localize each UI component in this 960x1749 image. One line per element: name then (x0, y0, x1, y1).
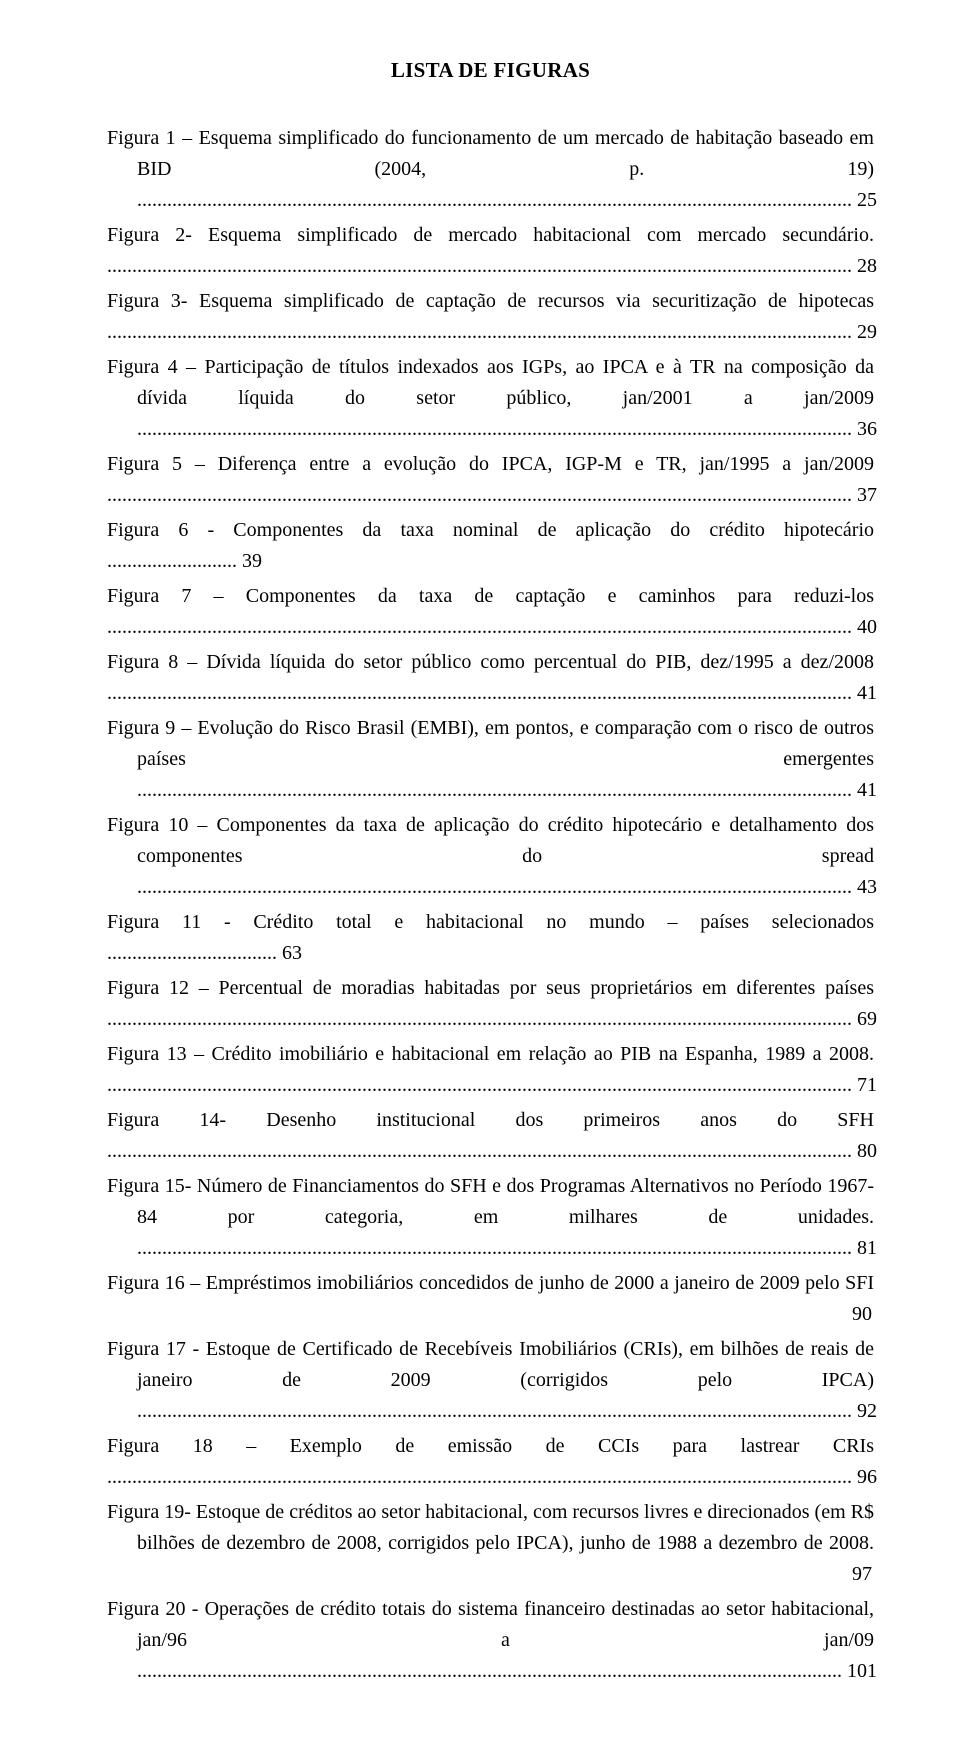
toc-entry-text: Figura 17 - Estoque de Certificado de Re… (107, 1338, 874, 1391)
toc-entry-leader: ........................................… (137, 1660, 877, 1682)
toc-entry-leader: ........................................… (107, 1466, 877, 1488)
toc-entry-text: Figura 13 – Crédito imobiliário e habita… (107, 1043, 874, 1065)
toc-entry-leader: ........................................… (107, 484, 877, 506)
toc-entry-page: 36 (857, 418, 877, 440)
toc-entry-leader: ........................................… (137, 418, 877, 440)
toc-entry-text: Figura 2- Esquema simplificado de mercad… (107, 224, 874, 246)
toc-entry-page: 39 (242, 550, 262, 572)
toc-entry-page: 90 (852, 1303, 872, 1325)
toc-entry-leader: ........................................… (137, 779, 877, 801)
toc-entry-page: 41 (857, 779, 877, 801)
toc-entry-text: Figura 1 – Esquema simplificado do funci… (107, 127, 874, 180)
toc-entry: Figura 17 - Estoque de Certificado de Re… (107, 1334, 874, 1427)
document-page: LISTA DE FIGURAS Figura 1 – Esquema simp… (0, 0, 960, 1749)
toc-entry-leader: ........................................… (107, 321, 877, 343)
toc-entry-leader: ........................................… (137, 876, 877, 898)
toc-entry-leader: ........................................… (107, 1140, 877, 1162)
toc-entry: Figura 11 - Crédito total e habitacional… (107, 907, 874, 969)
toc-entry-page: 92 (857, 1400, 877, 1422)
toc-entry-text: Figura 20 - Operações de crédito totais … (107, 1598, 874, 1651)
toc-entry-page: 80 (857, 1140, 877, 1162)
toc-entry-text: Figura 4 – Participação de títulos index… (107, 356, 874, 409)
toc-entry: Figura 9 – Evolução do Risco Brasil (EMB… (107, 713, 874, 806)
toc-entry-page: 96 (857, 1466, 877, 1488)
toc-entry: Figura 7 – Componentes da taxa de captaç… (107, 581, 874, 643)
toc-entry: Figura 16 – Empréstimos imobiliários con… (107, 1268, 874, 1330)
toc-entry-text: Figura 19- Estoque de créditos ao setor … (107, 1501, 874, 1554)
toc-entries-container: Figura 1 – Esquema simplificado do funci… (107, 123, 874, 1687)
toc-entry-leader: 90 (107, 1303, 872, 1325)
toc-entry: Figura 14- Desenho institucional dos pri… (107, 1105, 874, 1167)
toc-entry-text: Figura 9 – Evolução do Risco Brasil (EMB… (107, 717, 874, 770)
toc-entry-text: Figura 10 – Componentes da taxa de aplic… (107, 814, 874, 867)
toc-entry-page: 41 (857, 682, 877, 704)
toc-entry-page: 81 (857, 1237, 877, 1259)
toc-entry: Figura 18 – Exemplo de emissão de CCIs p… (107, 1431, 874, 1493)
toc-entry: Figura 15- Número de Financiamentos do S… (107, 1171, 874, 1264)
toc-entry: Figura 19- Estoque de créditos ao setor … (107, 1497, 874, 1590)
toc-entry-text: Figura 8 – Dívida líquida do setor públi… (107, 651, 874, 673)
toc-entry: Figura 3- Esquema simplificado de captaç… (107, 286, 874, 348)
toc-entry: Figura 4 – Participação de títulos index… (107, 352, 874, 445)
toc-entry-text: Figura 15- Número de Financiamentos do S… (107, 1175, 874, 1228)
toc-entry-leader: ........................................… (107, 682, 877, 704)
toc-entry: Figura 6 - Componentes da taxa nominal d… (107, 515, 874, 577)
toc-entry-page: 71 (857, 1074, 877, 1096)
toc-entry: Figura 2- Esquema simplificado de mercad… (107, 220, 874, 282)
toc-entry: Figura 1 – Esquema simplificado do funci… (107, 123, 874, 216)
toc-entry-leader: 97 (137, 1563, 872, 1585)
toc-entry-leader: .................................. 63 (107, 942, 302, 964)
toc-entry-leader: ........................................… (137, 1237, 877, 1259)
toc-entry-leader: ........................................… (107, 616, 877, 638)
toc-entry-leader: ........................................… (107, 1074, 877, 1096)
toc-entry-page: 69 (857, 1008, 877, 1030)
toc-entry-page: 29 (857, 321, 877, 343)
toc-entry-page: 101 (847, 1660, 877, 1682)
toc-entry-text: Figura 6 - Componentes da taxa nominal d… (107, 519, 874, 541)
toc-entry-text: Figura 12 – Percentual de moradias habit… (107, 977, 874, 999)
toc-entry-leader: ........................................… (137, 189, 877, 211)
toc-entry-leader: ........................................… (107, 255, 877, 277)
toc-entry: Figura 5 – Diferença entre a evolução do… (107, 449, 874, 511)
toc-entry-page: 97 (852, 1563, 872, 1585)
toc-entry-page: 40 (857, 616, 877, 638)
toc-entry-page: 37 (857, 484, 877, 506)
toc-entry-page: 63 (282, 942, 302, 964)
toc-entry-text: Figura 3- Esquema simplificado de captaç… (107, 290, 874, 312)
toc-entry: Figura 12 – Percentual de moradias habit… (107, 973, 874, 1035)
toc-entry-leader: ........................................… (137, 1400, 877, 1422)
toc-entry-text: Figura 7 – Componentes da taxa de captaç… (107, 585, 874, 607)
toc-entry: Figura 20 - Operações de crédito totais … (107, 1594, 874, 1687)
toc-entry-text: Figura 11 - Crédito total e habitacional… (107, 911, 874, 933)
list-of-figures-title: LISTA DE FIGURAS (107, 58, 874, 83)
toc-entry: Figura 10 – Componentes da taxa de aplic… (107, 810, 874, 903)
toc-entry-page: 28 (857, 255, 877, 277)
toc-entry: Figura 13 – Crédito imobiliário e habita… (107, 1039, 874, 1101)
toc-entry-page: 25 (857, 189, 877, 211)
toc-entry-leader: ........................................… (107, 1008, 877, 1030)
toc-entry-text: Figura 5 – Diferença entre a evolução do… (107, 453, 874, 475)
toc-entry-leader: .......................... 39 (107, 550, 262, 572)
toc-entry-text: Figura 18 – Exemplo de emissão de CCIs p… (107, 1435, 874, 1457)
toc-entry-text: Figura 14- Desenho institucional dos pri… (107, 1109, 874, 1131)
toc-entry: Figura 8 – Dívida líquida do setor públi… (107, 647, 874, 709)
toc-entry-page: 43 (857, 876, 877, 898)
